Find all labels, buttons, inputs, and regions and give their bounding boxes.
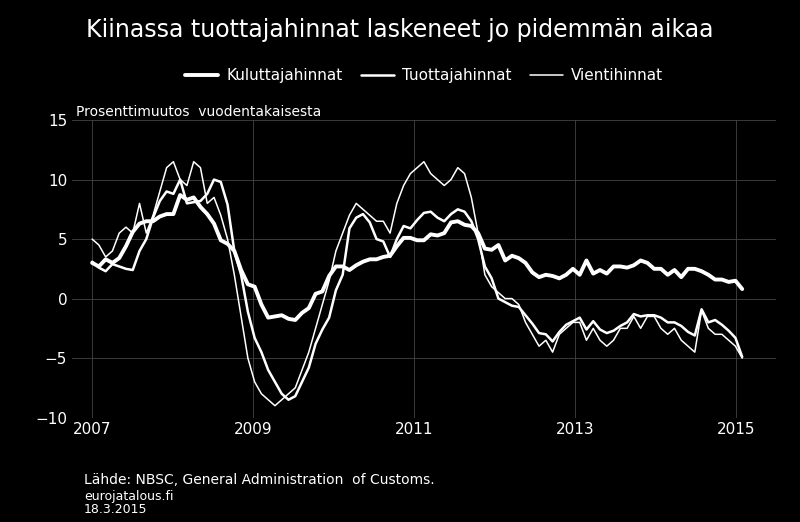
Line: Vientihinnat: Vientihinnat: [92, 162, 742, 406]
Line: Tuottajahinnat: Tuottajahinnat: [92, 180, 742, 400]
Vientihinnat: [263, 397, 273, 403]
Vientihinnat: [474, 230, 483, 236]
Vientihinnat: [87, 236, 97, 242]
Text: Prosenttimuutos  vuodentakaisesta: Prosenttimuutos vuodentakaisesta: [75, 104, 321, 118]
Text: Lähde: NBSC, General Administration  of Customs.: Lähde: NBSC, General Administration of C…: [84, 473, 434, 488]
Kuluttajahinnat: [263, 314, 273, 321]
Vientihinnat: [602, 343, 611, 349]
Tuottajahinnat: [284, 397, 294, 403]
Kuluttajahinnat: [602, 270, 611, 277]
Line: Kuluttajahinnat: Kuluttajahinnat: [92, 195, 742, 320]
Text: 18.3.2015: 18.3.2015: [84, 503, 147, 516]
Kuluttajahinnat: [474, 230, 483, 236]
Vientihinnat: [738, 355, 747, 361]
Legend: Kuluttajahinnat, Tuottajahinnat, Vientihinnat: Kuluttajahinnat, Tuottajahinnat, Vientih…: [178, 62, 670, 89]
Vientihinnat: [270, 402, 280, 409]
Tuottajahinnat: [87, 258, 97, 265]
Tuottajahinnat: [426, 209, 435, 215]
Tuottajahinnat: [108, 261, 118, 267]
Text: eurojatalous.fi: eurojatalous.fi: [84, 490, 174, 503]
Vientihinnat: [426, 171, 435, 177]
Kuluttajahinnat: [134, 220, 144, 227]
Vientihinnat: [108, 248, 118, 254]
Kuluttajahinnat: [175, 192, 185, 198]
Tuottajahinnat: [263, 367, 273, 373]
Tuottajahinnat: [738, 354, 747, 360]
Text: Kiinassa tuottajahinnat laskeneet jo pidemmän aikaa: Kiinassa tuottajahinnat laskeneet jo pid…: [86, 18, 714, 42]
Tuottajahinnat: [175, 176, 185, 183]
Kuluttajahinnat: [426, 231, 435, 238]
Tuottajahinnat: [602, 330, 611, 336]
Kuluttajahinnat: [87, 260, 97, 266]
Kuluttajahinnat: [108, 260, 118, 266]
Kuluttajahinnat: [738, 286, 747, 292]
Tuottajahinnat: [474, 236, 483, 242]
Vientihinnat: [169, 159, 178, 165]
Kuluttajahinnat: [290, 317, 300, 323]
Vientihinnat: [134, 200, 144, 207]
Tuottajahinnat: [134, 248, 144, 254]
